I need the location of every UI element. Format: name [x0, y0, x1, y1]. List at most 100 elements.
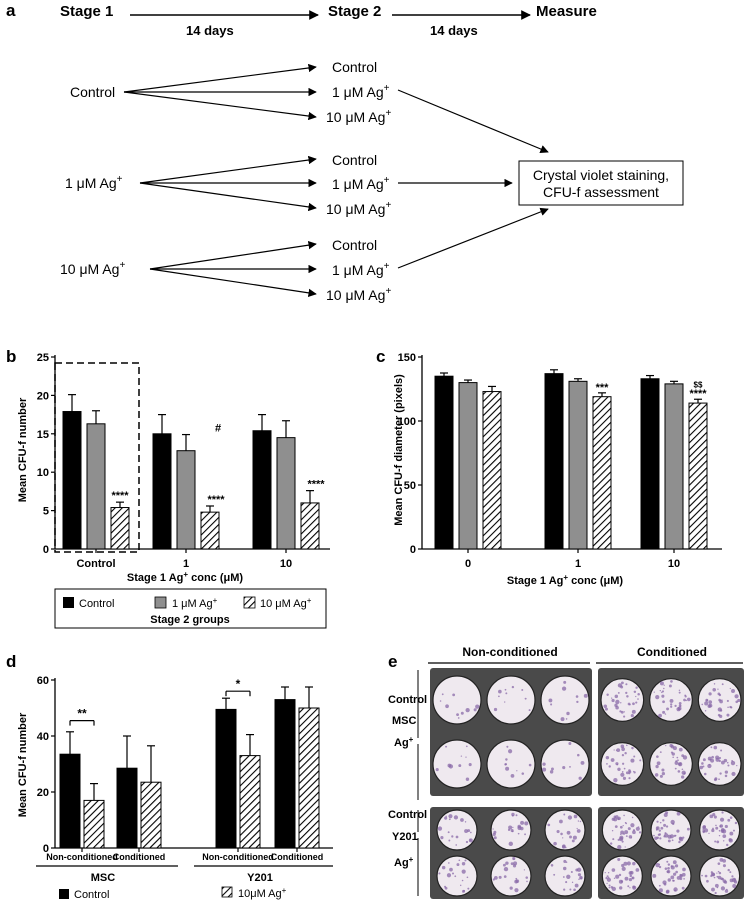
colony — [672, 860, 677, 865]
colony — [711, 755, 714, 759]
colony — [604, 872, 606, 874]
colony — [498, 875, 502, 879]
colony — [623, 814, 625, 817]
colony — [611, 698, 615, 703]
colony — [444, 886, 448, 890]
colony — [566, 874, 571, 879]
colony — [623, 767, 626, 770]
colony — [621, 747, 625, 752]
bar — [116, 767, 138, 849]
x-tick-label: 10 — [668, 558, 680, 570]
colony — [448, 818, 451, 821]
colony — [656, 761, 661, 766]
colony — [457, 717, 460, 719]
group-label-msc: MSC — [91, 872, 116, 884]
colony — [670, 703, 673, 706]
colony — [631, 709, 636, 714]
colony — [448, 839, 451, 842]
colony — [460, 711, 464, 715]
stage-arrows — [123, 63, 317, 298]
colony — [563, 680, 567, 684]
row-label-msc: MSC — [392, 715, 417, 727]
colony — [452, 693, 456, 697]
colony — [512, 864, 517, 868]
colony — [729, 871, 732, 874]
bar — [276, 437, 296, 550]
colony — [726, 713, 730, 717]
annotation-sig: * — [236, 677, 241, 691]
colony — [605, 755, 610, 760]
svg-text:Control: Control — [332, 237, 377, 253]
colony — [706, 879, 709, 883]
colony — [729, 816, 733, 819]
colony — [524, 833, 526, 836]
colony — [679, 873, 683, 877]
colony — [577, 873, 582, 877]
colony — [627, 827, 631, 831]
colony — [613, 817, 618, 822]
colony — [617, 767, 621, 771]
colony — [660, 826, 664, 830]
colony — [606, 763, 608, 765]
colony — [465, 756, 467, 758]
colony — [721, 811, 724, 814]
colony — [567, 815, 573, 820]
colony — [654, 773, 659, 777]
colony — [663, 835, 666, 838]
colony — [619, 710, 622, 713]
colony — [611, 868, 616, 872]
bar — [300, 502, 320, 550]
colony — [569, 765, 571, 768]
colony — [573, 814, 578, 819]
colony — [670, 745, 675, 749]
colony — [661, 768, 665, 772]
bar — [458, 382, 478, 550]
stage1-10uM: 10 μM Ag+ — [60, 260, 125, 277]
colony — [504, 688, 507, 691]
annotation-sig: *** — [596, 382, 610, 394]
bar — [200, 511, 220, 550]
colony — [525, 876, 528, 879]
colony — [524, 821, 529, 826]
colony — [508, 841, 513, 847]
colony — [573, 888, 576, 892]
colony — [493, 876, 498, 880]
colony — [570, 870, 573, 874]
panel-a: a Stage 1 Stage 2 Measure 14 days 14 day… — [6, 1, 684, 303]
group-label-y201: Y201 — [247, 872, 273, 884]
bar — [568, 380, 588, 550]
colony — [626, 861, 631, 866]
colony — [568, 742, 572, 746]
colony — [454, 875, 457, 878]
colony — [455, 835, 459, 839]
colony — [653, 691, 655, 693]
colony — [686, 697, 691, 702]
colony — [719, 825, 722, 828]
colony — [633, 690, 637, 694]
legend-title: Stage 2 groups — [150, 614, 229, 626]
colony — [628, 878, 633, 882]
colony — [667, 863, 671, 866]
colony — [576, 700, 579, 704]
stage1-control: Control — [70, 84, 115, 100]
colony — [713, 745, 718, 750]
measure-label: Measure — [536, 3, 597, 20]
col-label-conditioned: Conditioned — [637, 645, 707, 659]
colony — [561, 845, 566, 849]
colony — [726, 888, 728, 891]
colony — [662, 819, 665, 822]
panel-c-letter: c — [376, 347, 385, 366]
colony — [460, 884, 462, 887]
colony — [508, 749, 513, 754]
colony — [733, 878, 736, 881]
colony — [465, 840, 469, 844]
colony — [521, 688, 524, 691]
colony — [703, 828, 709, 833]
colony — [659, 821, 662, 824]
y-tick-label: 50 — [404, 480, 416, 492]
colony — [678, 840, 681, 844]
colony — [667, 878, 671, 882]
colony — [682, 836, 685, 839]
bar — [215, 708, 237, 849]
colony — [521, 772, 525, 775]
